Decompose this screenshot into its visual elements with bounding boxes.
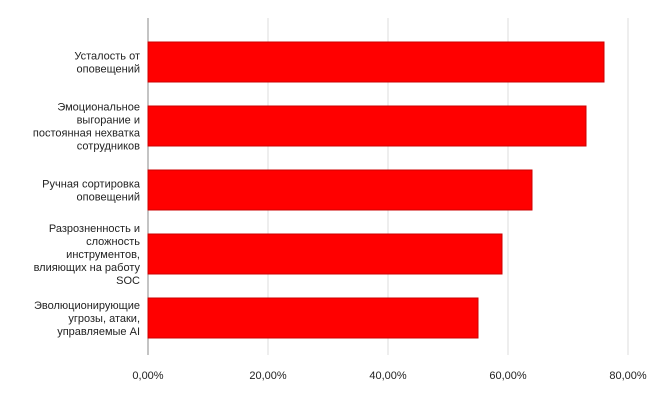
bar: [147, 233, 503, 275]
bar: [147, 297, 479, 339]
x-tick-label: 60,00%: [489, 370, 527, 382]
bar: [147, 169, 533, 211]
x-tick-label: 40,00%: [369, 370, 407, 382]
x-tick-label: 80,00%: [609, 370, 647, 382]
bar: [147, 41, 605, 83]
y-tick-label: Разрозненность и сложность инструментов, вл…: [34, 223, 141, 287]
y-tick-label: Эволюционирующие угрозы, атаки, управляемы…: [34, 300, 140, 338]
x-tick-label: 0,00%: [132, 370, 163, 382]
y-tick-label: Ручная сортировка оповещений: [42, 179, 141, 204]
bar: [147, 105, 587, 147]
y-tick-label: Эмоциональное выгорание и постоянная нехва…: [33, 102, 141, 153]
x-tick-label: 20,00%: [249, 370, 287, 382]
y-tick-label: Усталость от оповещений: [74, 51, 140, 76]
